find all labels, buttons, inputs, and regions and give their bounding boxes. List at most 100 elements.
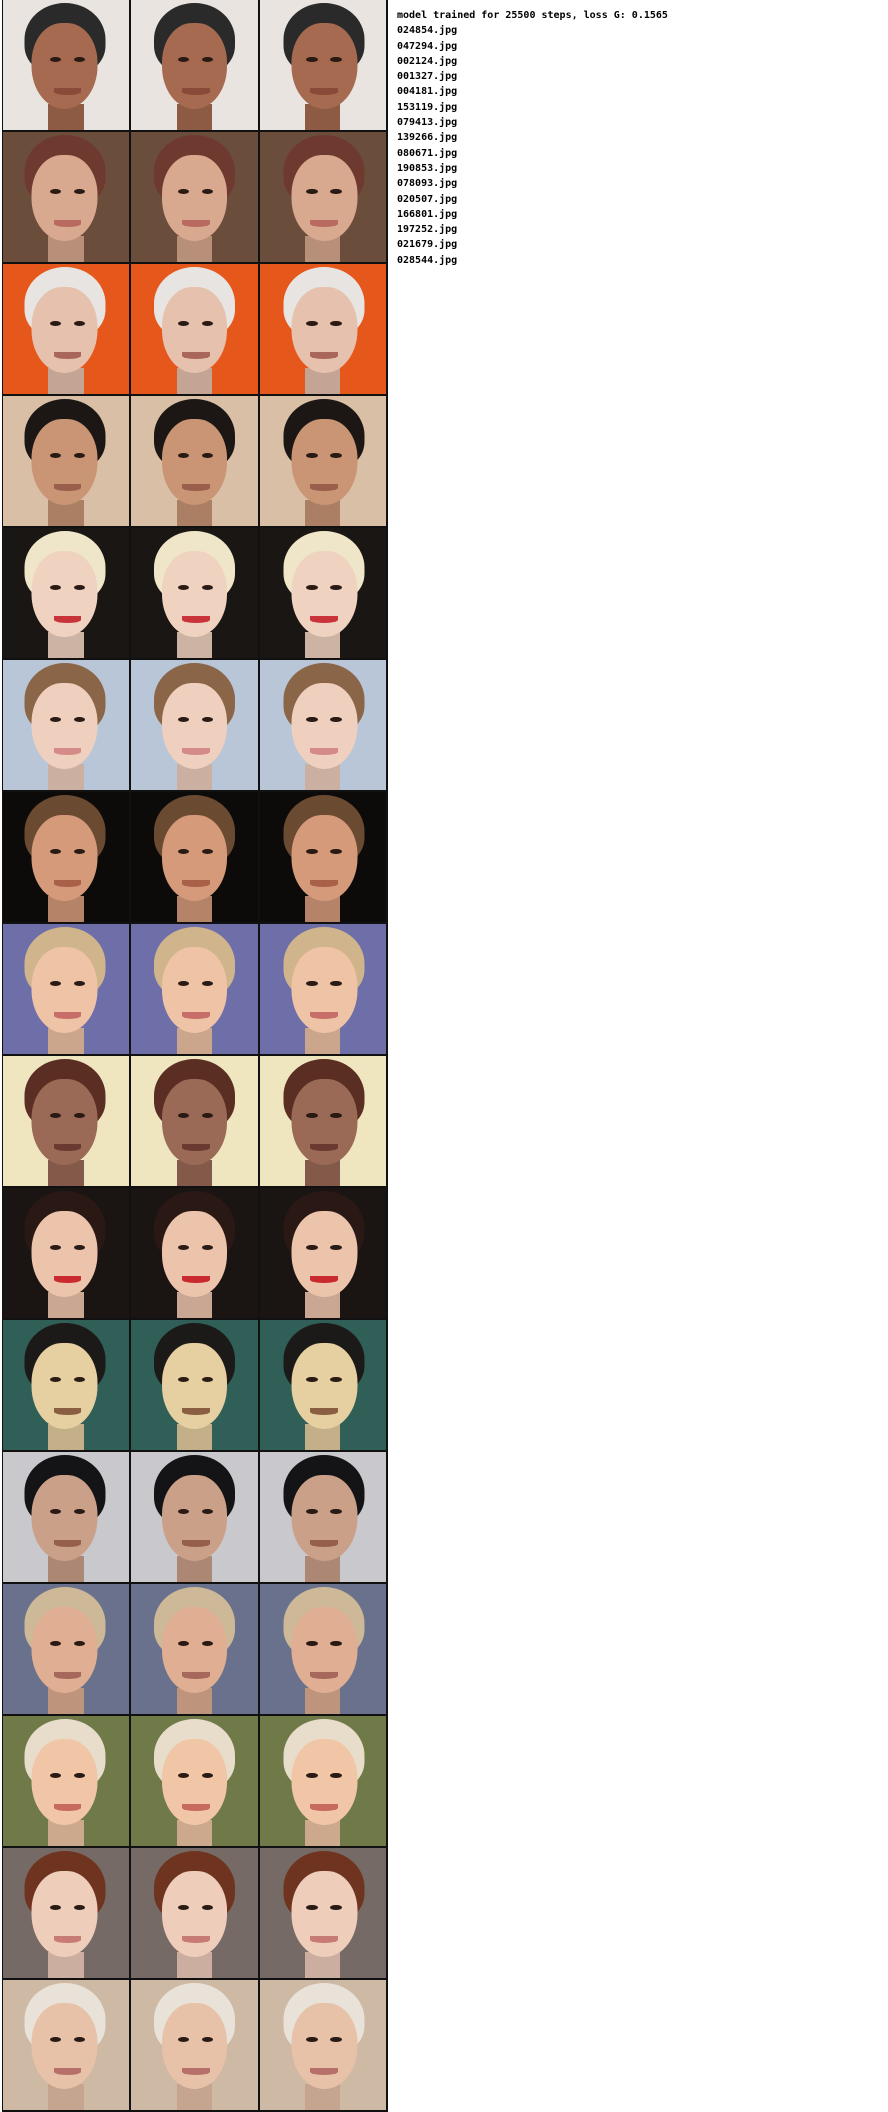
face-thumbnail-target <box>260 1584 388 1714</box>
mouth-shape <box>182 1672 210 1679</box>
mouth-shape <box>54 1012 82 1019</box>
face-thumbnail-input <box>2 1584 131 1714</box>
file-name-line: 190853.jpg <box>397 161 877 176</box>
file-name-line: 001327.jpg <box>397 69 877 84</box>
mouth-shape <box>54 616 82 623</box>
file-name-line: 080671.jpg <box>397 146 877 161</box>
image-row <box>2 1452 388 1584</box>
mouth-shape <box>310 1276 338 1283</box>
mouth-shape <box>182 1012 210 1019</box>
face-thumbnail-input <box>2 1716 131 1846</box>
face-thumbnail-target <box>260 132 388 262</box>
file-list: 024854.jpg 047294.jpg 002124.jpg 001327.jpg… <box>397 23 877 268</box>
face-shape <box>162 1211 228 1297</box>
face-thumbnail-output <box>131 1584 259 1714</box>
face-thumbnail-target <box>260 924 388 1054</box>
face-shape <box>291 1871 357 1957</box>
file-name-line: 002124.jpg <box>397 54 877 69</box>
image-grid <box>2 0 388 2112</box>
face-thumbnail-output <box>131 924 259 1054</box>
mouth-shape <box>54 1144 82 1151</box>
face-thumbnail-input <box>2 792 131 922</box>
face-thumbnail-target <box>260 1188 388 1318</box>
face-thumbnail-input <box>2 1056 131 1186</box>
mouth-shape <box>310 1804 338 1811</box>
face-thumbnail-target <box>260 1980 388 2110</box>
image-row <box>2 528 388 660</box>
face-shape <box>291 1475 357 1561</box>
face-shape <box>291 419 357 505</box>
mouth-shape <box>182 1804 210 1811</box>
image-row <box>2 1848 388 1980</box>
file-name-line: 024854.jpg <box>397 23 877 38</box>
face-shape <box>32 1079 98 1165</box>
face-thumbnail-output <box>131 1188 259 1318</box>
mouth-shape <box>54 1804 82 1811</box>
face-shape <box>162 1607 228 1693</box>
face-shape <box>291 155 357 241</box>
mouth-shape <box>54 1408 82 1415</box>
mouth-shape <box>54 88 82 95</box>
image-row <box>2 1584 388 1716</box>
face-shape <box>32 1871 98 1957</box>
image-row <box>2 1980 388 2112</box>
mouth-shape <box>310 220 338 227</box>
file-name-line: 079413.jpg <box>397 115 877 130</box>
mouth-shape <box>310 748 338 755</box>
mouth-shape <box>54 880 82 887</box>
mouth-shape <box>182 220 210 227</box>
file-name-line: 078093.jpg <box>397 176 877 191</box>
mouth-shape <box>182 1144 210 1151</box>
mouth-shape <box>310 484 338 491</box>
face-thumbnail-target <box>260 0 388 130</box>
image-row <box>2 1188 388 1320</box>
face-thumbnail-input <box>2 0 131 130</box>
face-thumbnail-target <box>260 1320 388 1450</box>
face-thumbnail-input <box>2 396 131 526</box>
face-shape <box>162 419 228 505</box>
face-thumbnail-input <box>2 924 131 1054</box>
mouth-shape <box>54 1936 82 1943</box>
mouth-shape <box>182 1276 210 1283</box>
face-thumbnail-input <box>2 132 131 262</box>
face-shape <box>162 287 228 373</box>
text-panel: model trained for 25500 steps, loss G: 0… <box>397 8 877 268</box>
face-shape <box>32 1607 98 1693</box>
mouth-shape <box>310 1540 338 1547</box>
image-row <box>2 1056 388 1188</box>
face-thumbnail-input <box>2 1848 131 1978</box>
face-thumbnail-output <box>131 660 259 790</box>
face-thumbnail-output <box>131 1452 259 1582</box>
mouth-shape <box>54 1540 82 1547</box>
mouth-shape <box>310 1144 338 1151</box>
face-shape <box>162 1343 228 1429</box>
file-name-line: 004181.jpg <box>397 84 877 99</box>
face-thumbnail-input <box>2 528 131 658</box>
face-shape <box>291 287 357 373</box>
face-thumbnail-target <box>260 660 388 790</box>
face-shape <box>32 683 98 769</box>
image-row <box>2 924 388 1056</box>
mouth-shape <box>54 352 82 359</box>
face-thumbnail-input <box>2 1320 131 1450</box>
file-name-line: 021679.jpg <box>397 237 877 252</box>
mouth-shape <box>182 1936 210 1943</box>
mouth-shape <box>54 2068 82 2075</box>
face-shape <box>162 683 228 769</box>
face-shape <box>32 287 98 373</box>
mouth-shape <box>182 616 210 623</box>
file-name-line: 020507.jpg <box>397 192 877 207</box>
face-shape <box>32 1211 98 1297</box>
face-shape <box>32 815 98 901</box>
face-shape <box>291 1211 357 1297</box>
face-shape <box>291 947 357 1033</box>
mouth-shape <box>54 748 82 755</box>
face-thumbnail-target <box>260 1716 388 1846</box>
mouth-shape <box>54 484 82 491</box>
face-shape <box>162 1475 228 1561</box>
image-row <box>2 264 388 396</box>
face-thumbnail-output <box>131 1848 259 1978</box>
face-thumbnail-target <box>260 1056 388 1186</box>
mouth-shape <box>310 352 338 359</box>
face-thumbnail-output <box>131 132 259 262</box>
